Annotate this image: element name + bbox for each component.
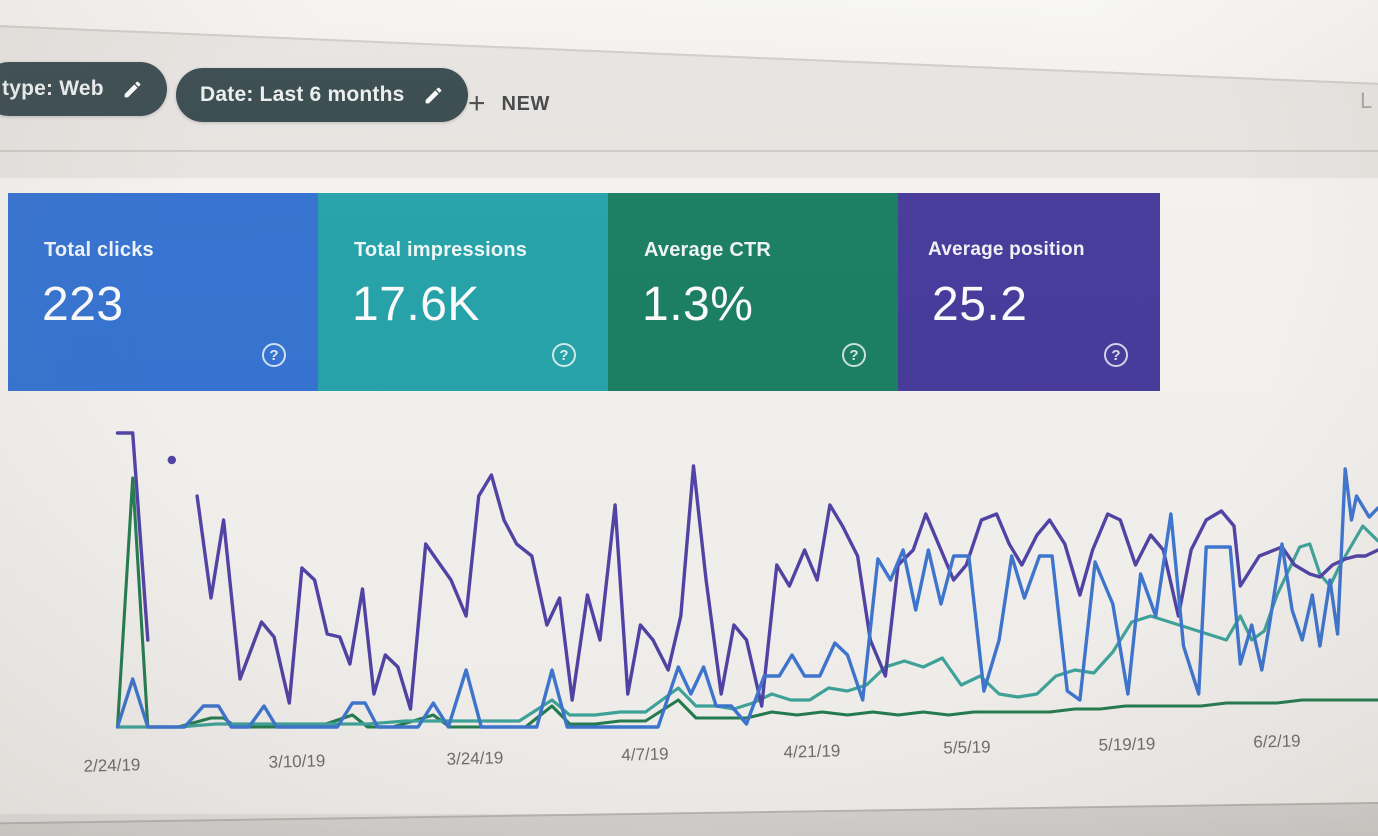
x-tick-label: 5/19/19: [1098, 734, 1156, 755]
help-icon[interactable]: ?: [1104, 343, 1128, 367]
filter-chip-search-type[interactable]: type: Web: [0, 62, 167, 116]
metric-card-value: 17.6K: [352, 278, 480, 331]
performance-panel: Total clicks 223 ? Total impressions 17.…: [0, 178, 1378, 814]
metric-card-average-ctr[interactable]: Average CTR 1.3% ?: [608, 193, 898, 391]
x-tick-label: 4/7/19: [621, 744, 669, 765]
filter-toolbar: type: Web Date: Last 6 months + NEW L: [0, 0, 1378, 150]
metric-card-label: Average position: [928, 239, 1085, 260]
filter-chip-date-label: Date: Last 6 months: [200, 83, 405, 106]
metric-card-label: Total clicks: [44, 239, 154, 261]
toolbar-divider: [0, 150, 1378, 152]
metric-card-value: 1.3%: [642, 278, 754, 331]
x-tick-label: 2/24/19: [83, 755, 141, 776]
x-tick-label: 6/2/19: [1253, 731, 1301, 752]
metric-card-average-position[interactable]: Average position 25.2 ?: [898, 193, 1160, 391]
filter-chip-search-type-label: type: Web: [2, 77, 104, 100]
new-filter-button[interactable]: + NEW: [458, 80, 560, 128]
plus-icon: +: [468, 87, 486, 120]
x-tick-label: 5/5/19: [943, 737, 991, 758]
metric-card-label: Average CTR: [644, 239, 772, 261]
performance-line-chart: [115, 431, 1378, 729]
metric-card-value: 25.2: [932, 278, 1028, 331]
edit-pencil-icon: [124, 81, 141, 97]
help-icon[interactable]: ?: [842, 343, 866, 367]
help-icon[interactable]: ?: [262, 343, 286, 367]
help-icon[interactable]: ?: [552, 343, 576, 367]
filter-chip-date[interactable]: Date: Last 6 months: [176, 68, 468, 122]
x-tick-label: 3/10/19: [268, 751, 326, 772]
metric-card-label: Total impressions: [354, 239, 528, 261]
x-tick-label: 4/21/19: [783, 741, 841, 762]
metric-card-total-clicks[interactable]: Total clicks 223 ?: [8, 193, 318, 391]
cropped-right-edge-artifact: L: [1360, 88, 1373, 113]
new-filter-button-label: NEW: [501, 92, 550, 115]
edit-pencil-icon: [425, 87, 441, 103]
metric-card-total-impressions[interactable]: Total impressions 17.6K ?: [318, 193, 608, 391]
x-tick-label: 3/24/19: [446, 748, 504, 769]
metric-card-value: 223: [42, 278, 124, 331]
